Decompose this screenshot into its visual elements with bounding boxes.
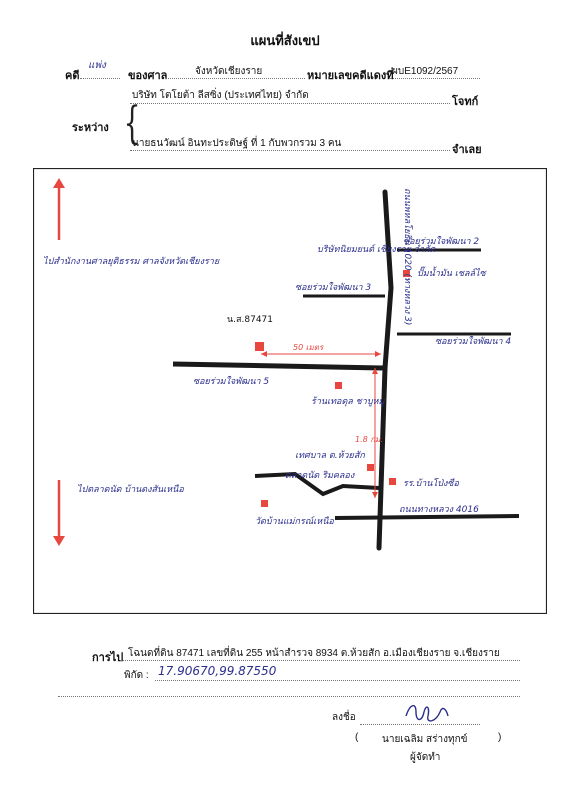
pump-marker [403, 270, 410, 277]
black-no-label: หมายเลขคดีแดงที่ [307, 70, 394, 82]
coords-value: 17.90670,99.87550 [158, 664, 277, 678]
subdistrict-label: เทศบาล ต.ห้วยสัก [295, 450, 365, 461]
soi3-label: ซอยร่วมใจพัฒนา 3 [295, 281, 371, 293]
left-bottom-note: ไปตลาดนัด บ้านดงสันเหนือ [77, 483, 184, 495]
defendant-name: นายธนวัฒน์ อินทะประดิษฐ์ ที่ 1 กับพวกรวม… [132, 138, 342, 149]
coords-label: พิกัด : [124, 670, 149, 681]
signer-role: ผู้จัดทำ [410, 752, 441, 763]
main-road [376, 189, 394, 551]
shop-label: ร้านเทอดุล ชาบูหมู [311, 396, 385, 407]
mileage-label: 1.8 กม. [355, 435, 383, 444]
plaintiff-role: โจทก์ [452, 96, 479, 108]
distance-label: 50 เมตร [293, 343, 325, 352]
sketch-map: ไปสำนักงานศาลยุติธรรม ศาลจังหวัดเชียงราย… [33, 168, 547, 614]
soi5-road [172, 361, 386, 371]
route-label: ถนนทางหลวง 4016 [399, 505, 479, 515]
defendant-role: จำเลย [452, 144, 482, 156]
soi5-label: ซอยร่วมใจพัฒนา 5 [193, 375, 269, 387]
plaintiff-name: บริษัท โตโยต้า ลีสซิ่ง (ประเทศไทย) จำกัด [132, 90, 309, 101]
distance-50m-arrow [261, 351, 381, 357]
temple-label: วัดบ้านแม่กรณ์เหนือ [255, 516, 334, 527]
case-type: แพ่ง [88, 60, 106, 71]
subdistrict-marker [367, 464, 374, 471]
soi2-label: ซอยร่วมใจพัฒนา 2 [403, 235, 479, 247]
school-label: รร.บ้านโป่งซือ [403, 477, 459, 489]
directions-text: โฉนดที่ดิน 87471 เลขที่ดิน 255 หน้าสำรวจ… [128, 648, 500, 659]
arrow-down-icon [53, 480, 65, 546]
brace: { [123, 98, 141, 149]
soi4-label: ซอยร่วมใจพัฒนา 4 [435, 335, 511, 347]
signature [405, 705, 449, 722]
temple-marker [261, 500, 268, 507]
black-no: ผบE1092/2567 [392, 66, 459, 77]
directions-label: การไป [92, 652, 124, 664]
route-4016-road [334, 514, 520, 520]
sign-label: ลงชื่อ [332, 712, 356, 723]
between-label: ระหว่าง [72, 122, 109, 134]
document-title: แผนที่สังเขป [250, 33, 320, 48]
shop-marker [335, 382, 342, 389]
arrow-up-icon [53, 178, 65, 240]
court-label: ของศาล [128, 70, 168, 82]
company-label: บริษัทนิยมยนต์ เชียงราย จำกัด [317, 244, 437, 255]
distance-1-8km-arrow [372, 368, 378, 498]
parcel-marker [255, 342, 264, 351]
main-road-label: ถนนพหลโยธิน 1020 (ทางหลวง 3) [402, 188, 414, 325]
market-label: ตลาดนัด ริมคลอง [285, 470, 355, 481]
left-top-note: ไปสำนักงานศาลยุติธรรม ศาลจังหวัดเชียงราย [43, 255, 220, 267]
paren-close: ) [498, 732, 502, 743]
case-label: คดี [65, 70, 80, 82]
school-marker [389, 478, 396, 485]
signer-name: นายเฉลิม สร่างทุกข์ [382, 734, 468, 745]
map-frame [33, 168, 547, 614]
court-name: จังหวัดเชียงราย [195, 66, 263, 77]
pump-label: ปั๊มน้ำมัน เชลล์ไซ [417, 266, 488, 279]
paren-open: ( [355, 732, 359, 743]
market-road [254, 471, 380, 497]
parcel-label: น.ส.87471 [227, 315, 273, 325]
